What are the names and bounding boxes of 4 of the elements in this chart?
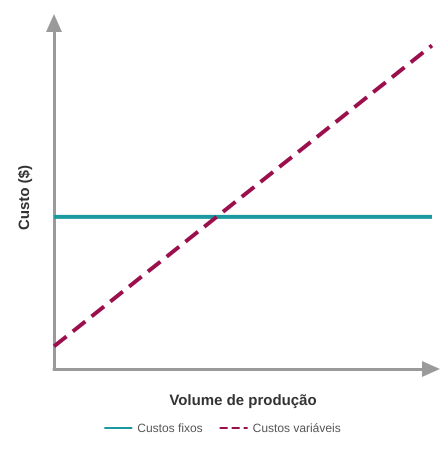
legend-label: Custos variáveis (252, 421, 341, 435)
legend-label: Custos fixos (137, 421, 203, 435)
x-axis-title: Volume de produção (169, 392, 317, 409)
y-axis-title: Custo ($) (16, 165, 33, 230)
